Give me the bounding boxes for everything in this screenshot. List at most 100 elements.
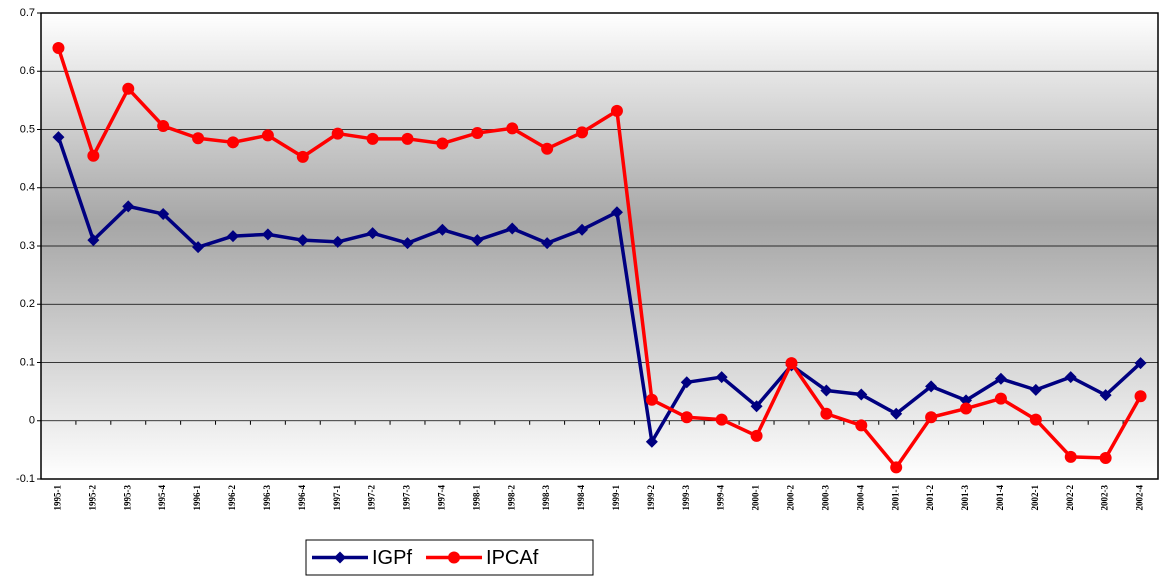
x-tick-label: 2002-1 [1030,485,1040,511]
y-tick-label: -0.1 [16,473,35,485]
point [506,122,519,135]
point [87,149,100,162]
point [1064,450,1077,463]
point [855,419,868,432]
x-tick-label: 1996-3 [262,485,272,511]
point [471,126,484,139]
point [226,136,239,149]
point [750,400,763,413]
x-tick-label: 1998-4 [576,485,586,511]
x-tick-label: 1998-3 [541,485,551,511]
x-tick-label: 1997-2 [367,485,377,511]
point [471,234,484,247]
point [1029,413,1042,426]
point [994,392,1007,405]
x-tick-label: 1995-2 [87,485,97,511]
point [401,237,414,250]
point [855,388,868,401]
point [680,376,693,389]
point [960,402,973,415]
point [1134,390,1147,403]
series-line [56,136,1142,444]
y-tick-label: 0.7 [20,7,35,19]
point [296,150,309,163]
x-tick-label: 2002-3 [1100,485,1110,511]
point [645,393,658,406]
x-tick-label: 2001-1 [890,485,900,511]
point [1099,389,1112,402]
point [1064,371,1077,384]
x-tick-label: 1998-2 [506,485,516,511]
x-tick-label: 1999-1 [611,485,621,511]
y-tick-label: 0.3 [20,240,35,252]
point [157,120,170,133]
x-tick-label: 2001-2 [925,485,935,511]
point [192,132,205,145]
point [157,207,170,220]
point [1134,357,1147,370]
x-tick-label: 1999-4 [716,485,726,511]
x-tick-label: 2001-3 [960,485,970,511]
point [122,82,135,95]
point [436,223,449,236]
legend-marker [334,551,346,564]
point [890,461,903,474]
point [541,142,554,155]
y-tick-label: 0.6 [20,65,35,77]
point [576,126,589,139]
point [820,384,833,397]
point [820,407,833,420]
point [261,129,274,142]
point [52,41,65,54]
x-tick-label: 1995-1 [53,485,63,511]
point [925,411,938,424]
x-tick-label: 2000-1 [751,485,761,511]
point [890,407,903,420]
y-tick-label: 0.2 [20,298,35,310]
x-tick-label: 1995-4 [157,485,167,511]
point [610,104,623,117]
point [366,132,379,145]
x-tick-label: 1999-2 [646,485,656,511]
y-tick-label: 0 [29,415,35,427]
legend-label: IPCAf [486,547,539,569]
x-tick-label: 1995-3 [122,485,132,511]
x-tick-label: 1996-1 [192,485,202,511]
x-tick-label: 2002-2 [1065,485,1075,511]
point [645,435,658,448]
point [750,429,763,442]
point [226,230,239,243]
x-tick-label: 1996-4 [297,485,307,511]
x-tick-label: 1996-2 [227,485,237,511]
point [680,411,693,424]
point [192,241,205,254]
point [331,235,344,248]
point [436,137,449,150]
point [296,234,309,247]
point [576,223,589,236]
x-tick-label: 2000-3 [820,485,830,511]
legend: IGPf IPCAf [305,539,594,576]
x-tick-label: 2000-2 [786,485,796,511]
x-tick-label: 1999-3 [681,485,691,511]
point [1029,383,1042,396]
x-tick-label: 2000-4 [855,485,865,511]
plot-border [40,12,1159,480]
x-tick-label: 2002-4 [1135,485,1145,511]
point [1099,452,1112,465]
y-tick-label: 0.4 [20,182,35,194]
legend-label: IGPf [372,547,412,569]
point [366,227,379,240]
point [715,413,728,426]
point [785,357,798,370]
x-tick-label: 1998-1 [471,485,481,511]
point [715,371,728,384]
point [610,206,623,219]
legend-marker [448,551,461,564]
x-tick-label: 1997-3 [402,485,412,511]
point [122,200,135,213]
point [331,127,344,140]
point [87,234,100,247]
y-tick-label: 0.5 [20,123,35,135]
